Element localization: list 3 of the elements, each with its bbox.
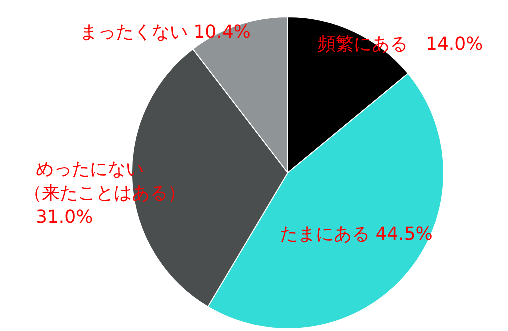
slice-label: 頻繁にある 14.0%	[318, 34, 484, 55]
data-label: 31.0%	[36, 207, 94, 228]
slice-label: たまにある 44.5%	[280, 224, 433, 245]
